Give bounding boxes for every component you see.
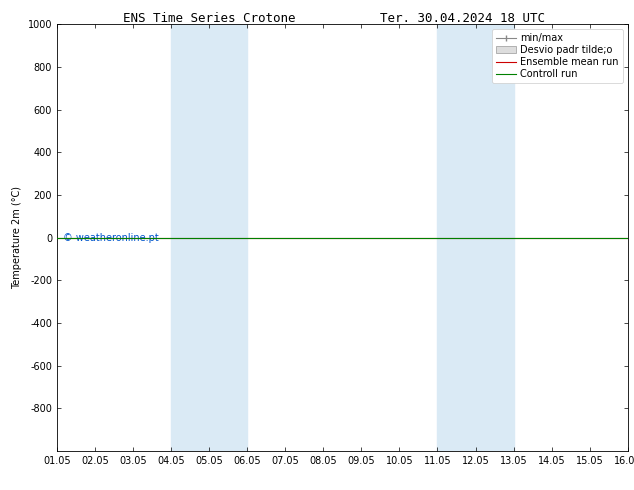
Text: © weatheronline.pt: © weatheronline.pt (63, 233, 158, 243)
Text: ENS Time Series Crotone: ENS Time Series Crotone (123, 12, 295, 25)
Legend: min/max, Desvio padr tilde;o, Ensemble mean run, Controll run: min/max, Desvio padr tilde;o, Ensemble m… (492, 29, 623, 83)
Bar (171, 24, 247, 451)
Text: Ter. 30.04.2024 18 UTC: Ter. 30.04.2024 18 UTC (380, 12, 545, 25)
Y-axis label: Temperature 2m (°C): Temperature 2m (°C) (12, 186, 22, 289)
Bar (437, 24, 514, 451)
